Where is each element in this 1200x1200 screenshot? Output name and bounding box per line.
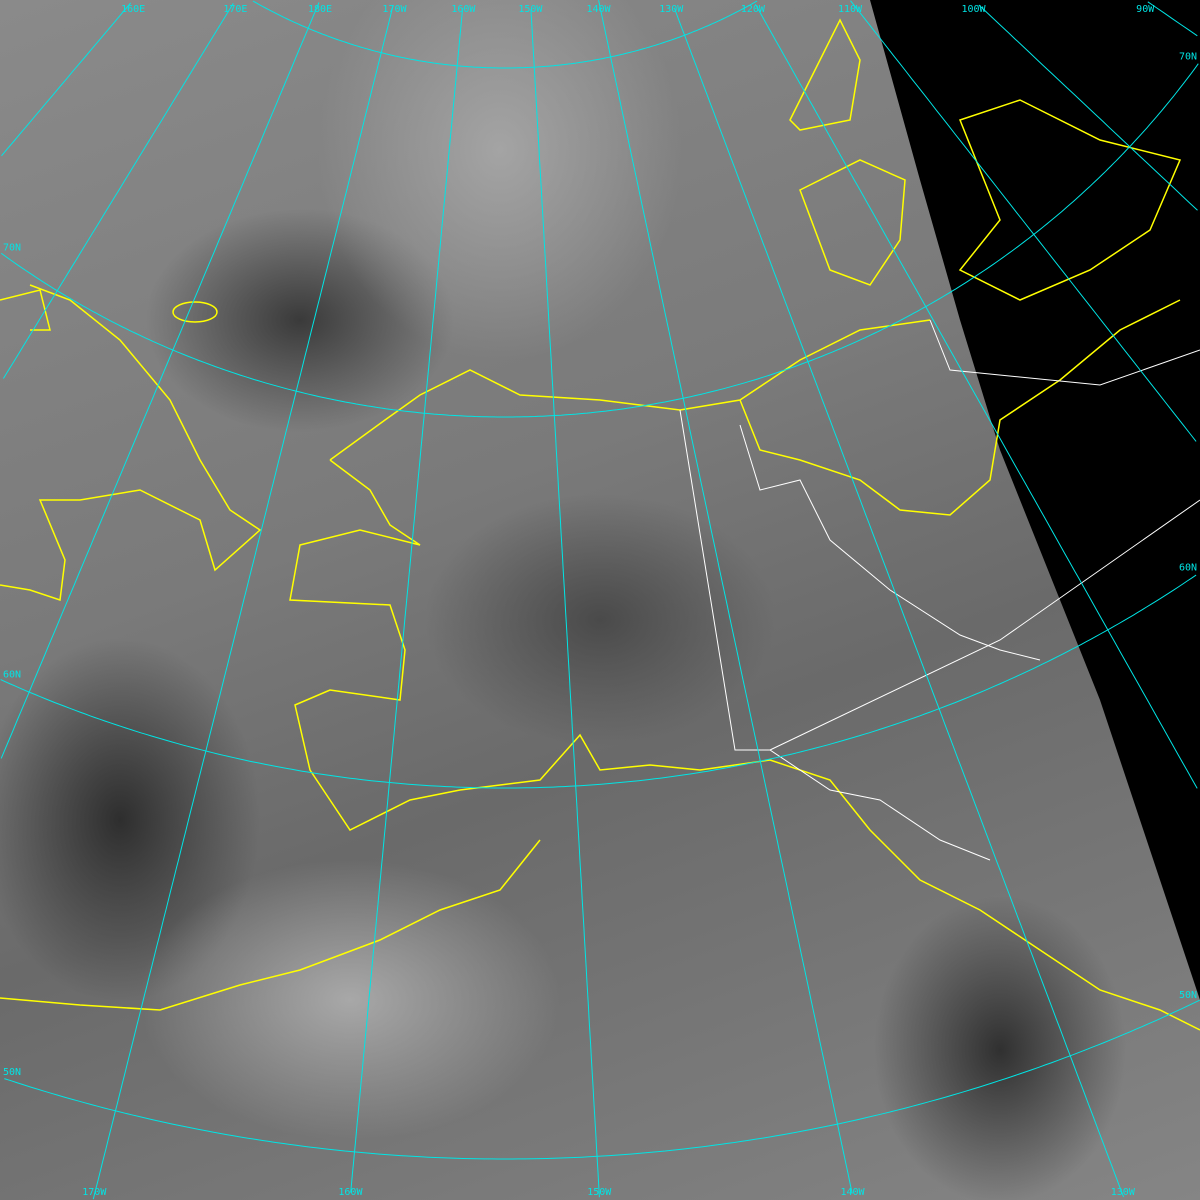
right-latitude-label: 50N — [1179, 990, 1197, 1001]
bc-border — [769, 499, 1200, 751]
top-longitude-label: 160W — [451, 4, 476, 15]
bottom-longitude-label: 160W — [338, 1187, 363, 1198]
meridian-line — [1, 2, 131, 157]
meridian-line — [674, 8, 1125, 1198]
aleutian-islands — [0, 839, 541, 1011]
siberia-coast — [0, 284, 262, 602]
top-longitude-label: 140W — [586, 4, 611, 15]
alaska-panhandle-coast — [769, 759, 1200, 1031]
nunavut-border — [929, 319, 1200, 386]
top-longitude-label: 130W — [659, 4, 684, 15]
wrangel-island — [172, 301, 218, 323]
top-longitude-label: 160E — [121, 4, 145, 15]
meridian-line — [92, 5, 394, 1200]
meridian-line — [978, 4, 1198, 211]
right-latitude-label: 70N — [1179, 51, 1197, 62]
meridian-line — [1147, 1, 1198, 37]
meridian-line — [530, 9, 600, 1198]
meridian-line — [0, 2, 320, 759]
parallel-line — [4, 999, 1200, 1160]
left-latitude-label: 60N — [3, 669, 21, 680]
meridian-line — [850, 0, 1197, 442]
alaska-north-coast — [329, 319, 931, 461]
bottom-longitude-label: 170W — [82, 1187, 107, 1198]
banks-island — [799, 159, 906, 286]
arctic-islands — [789, 18, 1182, 301]
top-longitude-label: 110W — [838, 4, 863, 15]
parallel-line — [0, 574, 1197, 789]
alaska-canada-border — [679, 409, 991, 861]
meridian-line — [598, 0, 853, 1194]
top-longitude-label: 150W — [518, 4, 543, 15]
top-longitude-label: 180E — [308, 4, 332, 15]
bottom-longitude-label: 140W — [840, 1187, 865, 1198]
canada-arctic-coast — [739, 299, 1181, 516]
left-latitude-label: 50N — [3, 1067, 21, 1078]
top-longitude-label: 100W — [962, 4, 987, 15]
alaska-west-coast — [289, 459, 771, 831]
meridian-line — [2, 3, 234, 379]
left-latitude-label: 70N — [3, 242, 21, 253]
top-longitude-label: 90W — [1136, 4, 1155, 15]
parallel-line — [1, 63, 1199, 418]
parallel-line — [252, 0, 758, 69]
meridian-line — [754, 4, 1198, 789]
top-longitude-label: 170E — [223, 4, 247, 15]
right-latitude-label: 60N — [1179, 562, 1197, 573]
yukon-nwt-border — [739, 424, 1041, 661]
meridian-line — [350, 7, 464, 1193]
top-longitude-label: 120W — [741, 4, 766, 15]
bottom-longitude-label: 150W — [587, 1187, 612, 1198]
top-longitude-label: 170W — [382, 4, 407, 15]
bottom-longitude-label: 130W — [1111, 1187, 1136, 1198]
